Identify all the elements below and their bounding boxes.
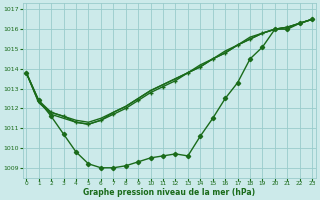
X-axis label: Graphe pression niveau de la mer (hPa): Graphe pression niveau de la mer (hPa) (83, 188, 255, 197)
